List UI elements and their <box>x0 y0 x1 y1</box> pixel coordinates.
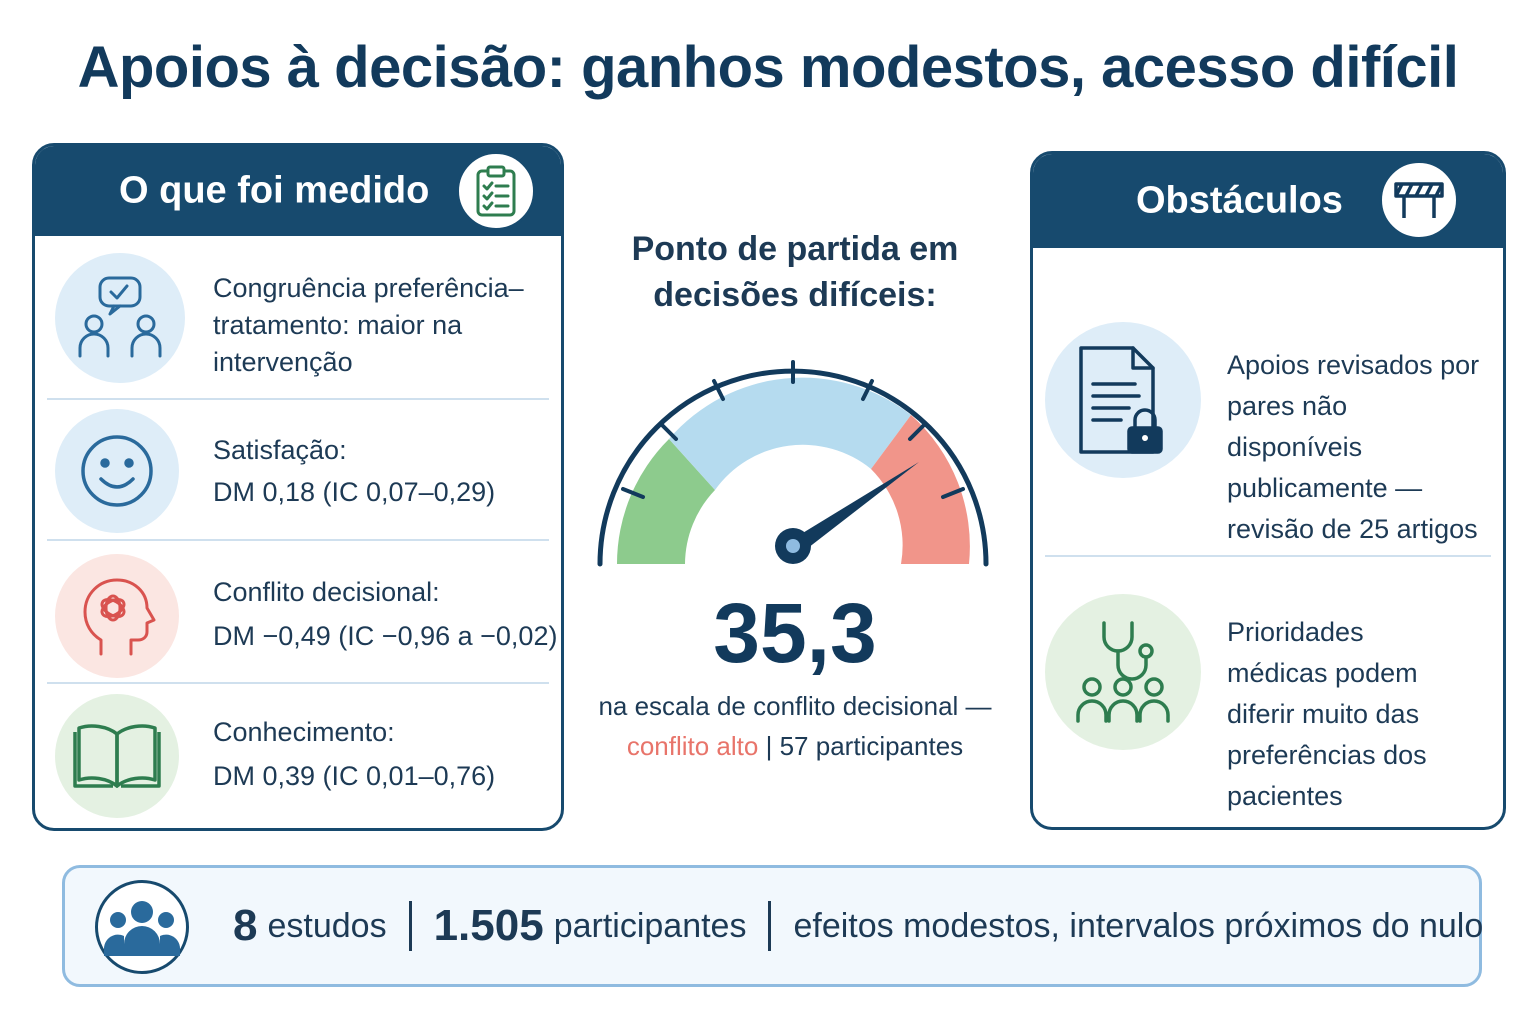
stethoscope-people-icon <box>1045 594 1201 750</box>
conflict-gauge <box>597 360 989 567</box>
priorities-text: Prioridades médicas podem diferir muito … <box>1227 617 1427 811</box>
summary-text: efeitos modestos, intervalos próximos do… <box>793 906 1484 945</box>
divider <box>47 539 549 541</box>
gauge-mid-segment <box>669 377 911 490</box>
caption-separator: | <box>765 731 773 761</box>
obstacles-header: Obstáculos <box>1033 154 1503 248</box>
conflict-alert-text: conflito alto <box>626 731 759 761</box>
conflict-value: DM −0,49 (IC −0,96 a −0,02) <box>213 621 558 651</box>
open-book-icon <box>55 694 179 818</box>
gauge-low-segment <box>617 439 715 564</box>
peer-review-text: Apoios revisados por pares não disponíve… <box>1227 350 1480 544</box>
gauge-label-line2: decisões difíceis: <box>653 276 937 314</box>
stat-separator <box>768 901 772 951</box>
head-tangle-icon <box>55 554 179 678</box>
gauge-needle <box>788 462 919 558</box>
conflict-label: Conflito decisional: <box>213 577 440 607</box>
clipboard-checklist-icon <box>456 151 536 231</box>
gauge-caption-line1: na escala de conflito decisional — <box>598 691 992 721</box>
locked-document-icon <box>1045 322 1201 478</box>
participants-label: participantes <box>553 906 747 945</box>
gauge-label-line1: Ponto de partida em <box>631 230 959 268</box>
studies-count: 8 <box>233 901 258 950</box>
summary-bar: 8 estudos 1.505 participantes efeitos mo… <box>62 865 1483 987</box>
knowledge-value: DM 0,39 (IC 0,01–0,76) <box>213 761 496 791</box>
divider <box>47 398 549 400</box>
measured-heading: O que foi medido <box>119 169 430 212</box>
barrier-icon <box>1379 160 1459 240</box>
stat-separator <box>408 901 412 951</box>
divider <box>47 682 549 684</box>
satisfaction-value: DM 0,18 (IC 0,07–0,29) <box>213 477 496 507</box>
group-people-icon <box>95 880 189 974</box>
knowledge-label: Conhecimento: <box>213 717 395 747</box>
satisfaction-label: Satisfação: <box>213 435 347 465</box>
obstacles-heading: Obstáculos <box>1136 179 1343 222</box>
page-title: Apoios à decisão: ganhos modestos, acess… <box>77 35 1459 100</box>
gauge-value: 35,3 <box>713 586 877 680</box>
gauge-high-segment <box>871 415 970 564</box>
summary-stats: 8 estudos 1.505 participantes efeitos mo… <box>233 868 1483 984</box>
smiley-face-icon <box>55 409 179 533</box>
gauge-caption-line2: conflito alto | 57 participantes <box>585 726 1005 766</box>
participants-count: 1.505 <box>433 901 544 950</box>
obstacles-panel: Obstáculos Apoios revisados por pares nã… <box>1030 151 1506 830</box>
divider <box>1045 555 1491 557</box>
congruence-text: Congruência preferência–tratamento: maio… <box>213 273 524 377</box>
measured-panel: O que foi medido Congruência preferência… <box>32 143 564 831</box>
people-chat-check-icon <box>55 253 185 383</box>
studies-label: estudos <box>267 906 387 945</box>
gauge-caption: na escala de conflito decisional — confl… <box>585 686 1005 766</box>
measured-header: O que foi medido <box>35 146 561 236</box>
participants-text: 57 participantes <box>779 731 964 761</box>
